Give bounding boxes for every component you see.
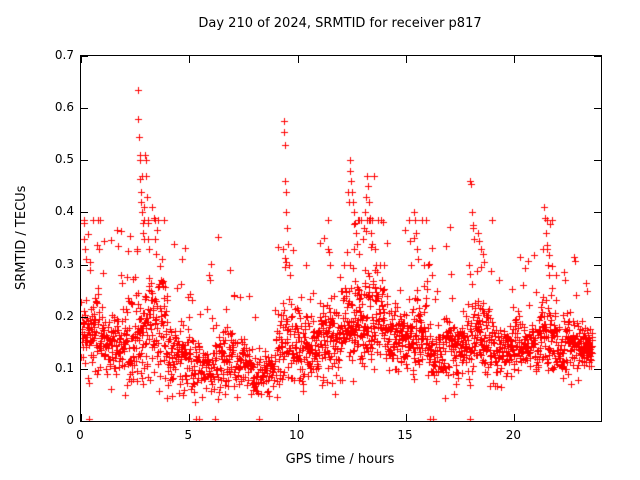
y-tick-label: 0.4 (54, 204, 74, 219)
y-tick-label: 0 (66, 413, 74, 427)
x-tick-label: 15 (397, 428, 413, 442)
x-axis-label: GPS time / hours (285, 452, 395, 467)
y-tick-label: 0.6 (54, 100, 74, 115)
x-tick-label: 5 (184, 428, 193, 442)
plot-area (80, 55, 602, 422)
x-tick-label: 10 (289, 428, 305, 442)
scatter-points-canvas (81, 56, 601, 421)
x-tick-label: 0 (76, 428, 84, 442)
y-tick-label: 0.7 (54, 48, 74, 62)
x-tick-label: 20 (505, 428, 521, 442)
y-tick-label: 0.2 (54, 308, 74, 323)
chart-title: Day 210 of 2024, SRMTID for receiver p81… (198, 16, 482, 31)
y-tick-label: 0.3 (54, 256, 74, 271)
y-tick-label: 0.1 (54, 360, 74, 375)
y-tick-label: 0.5 (54, 152, 74, 167)
